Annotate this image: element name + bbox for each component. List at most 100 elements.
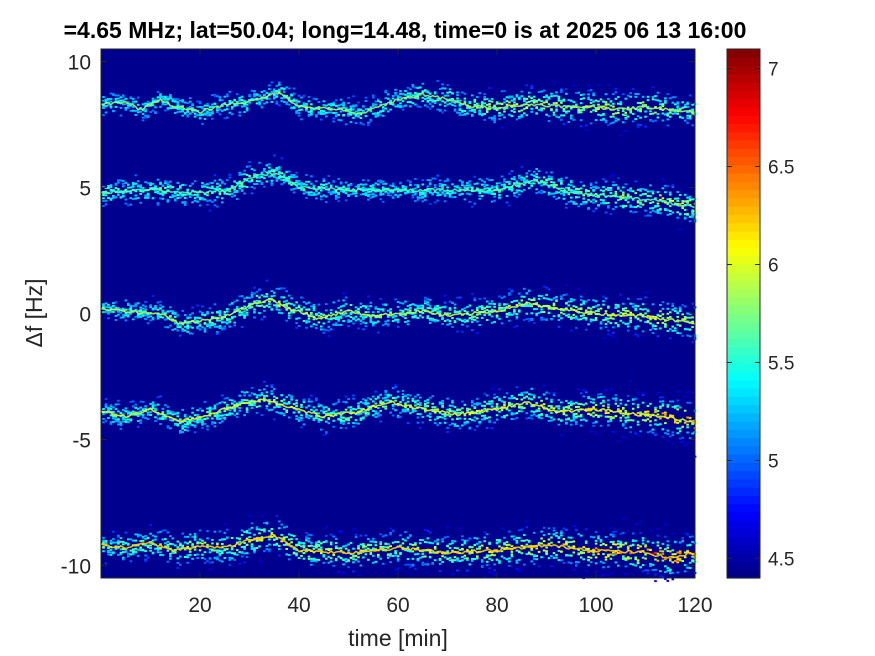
trace-cell [275, 401, 279, 404]
trace-cell [428, 191, 432, 194]
trace-cell [480, 104, 484, 106]
trace-cell [433, 184, 437, 187]
trace-cell [156, 317, 160, 320]
trace-cell [550, 318, 553, 321]
trace-cell [359, 306, 363, 309]
trace-cell [379, 193, 382, 196]
trace-cell [364, 187, 368, 190]
trace-cell [443, 413, 447, 416]
trace-cell [500, 90, 504, 93]
trace-cell [188, 332, 192, 335]
trace-cell [186, 114, 189, 116]
trace-cell [134, 305, 137, 308]
trace-cell [216, 182, 219, 185]
trace-cell [485, 184, 489, 187]
trace-cell [240, 311, 244, 314]
trace-cell [555, 94, 558, 97]
trace-cell [490, 310, 494, 312]
trace-cell [193, 414, 197, 417]
trace-cell [122, 185, 125, 188]
trace-cell [124, 181, 128, 184]
trace-cell [424, 194, 427, 197]
trace-cell [315, 190, 318, 193]
trace-cell [478, 190, 481, 193]
trace-cell [179, 193, 182, 196]
trace-cell [446, 178, 449, 181]
trace-cell [636, 335, 640, 338]
trace-cell [196, 413, 199, 416]
trace-cell [374, 182, 378, 185]
trace-cell [579, 303, 583, 306]
trace-cell [226, 93, 229, 96]
trace-cell [102, 197, 105, 200]
trace-cell [384, 390, 387, 393]
trace-cell [211, 421, 214, 424]
trace-cell [191, 194, 194, 197]
trace-cell [122, 95, 125, 98]
trace-cell [686, 212, 689, 215]
trace-cell [320, 325, 323, 328]
trace-cell [399, 92, 402, 95]
trace-cell [268, 163, 271, 166]
trace-cell [265, 180, 269, 183]
trace-cell [221, 328, 224, 331]
trace-cell [515, 299, 519, 302]
trace-cell [282, 408, 286, 411]
trace-cell [218, 96, 222, 99]
trace-cell [367, 308, 370, 311]
trace-cell [156, 314, 160, 317]
trace-cell [579, 98, 583, 101]
trace-cell [107, 186, 110, 189]
trace-cell [488, 105, 491, 108]
trace-cell [300, 417, 303, 419]
trace-cell [651, 324, 655, 327]
trace-cell [468, 106, 472, 109]
trace-cell [325, 309, 328, 312]
trace-cell [404, 410, 407, 413]
trace-band [100, 379, 697, 458]
trace-cell [211, 311, 214, 314]
trace-cell [488, 305, 491, 308]
trace-cell [122, 192, 125, 195]
trace-cell [461, 192, 464, 195]
trace-cell [565, 203, 568, 205]
trace-cell [411, 94, 415, 97]
trace-cell [104, 105, 108, 108]
trace-cell [634, 95, 637, 98]
trace-cell [575, 326, 578, 329]
trace-cell [631, 112, 635, 115]
trace-cell [327, 107, 331, 110]
trace-cell [419, 404, 422, 407]
trace-cell [265, 407, 269, 410]
trace-cell [287, 87, 291, 90]
trace-cell [550, 109, 553, 112]
trace-cell [332, 103, 335, 106]
trace-cell [119, 415, 123, 418]
trace-cell [671, 302, 675, 305]
trace-cell [332, 403, 335, 406]
trace-cell [216, 413, 219, 416]
trace-cell [523, 180, 526, 183]
trace-cell [104, 403, 108, 406]
trace-cell [619, 102, 623, 105]
trace-cell [196, 322, 199, 325]
trace-cell [282, 181, 286, 184]
trace-cell [409, 312, 412, 315]
trace-cell [438, 189, 442, 192]
trace-cell [609, 314, 613, 317]
trace-core-line [100, 171, 696, 209]
trace-cell [562, 108, 566, 111]
trace-cell [622, 313, 625, 316]
trace-cell [577, 287, 580, 290]
trace-cell [102, 304, 105, 307]
trace-cell [285, 302, 288, 305]
trace-cell [656, 99, 660, 102]
trace-cell [607, 320, 610, 323]
trace-cell [372, 94, 375, 97]
trace-cell [609, 192, 613, 195]
trace-cell [428, 92, 432, 95]
trace-cell [401, 100, 405, 103]
trace-cell [223, 401, 227, 404]
trace-cell [211, 117, 214, 120]
trace-cell [540, 295, 543, 298]
